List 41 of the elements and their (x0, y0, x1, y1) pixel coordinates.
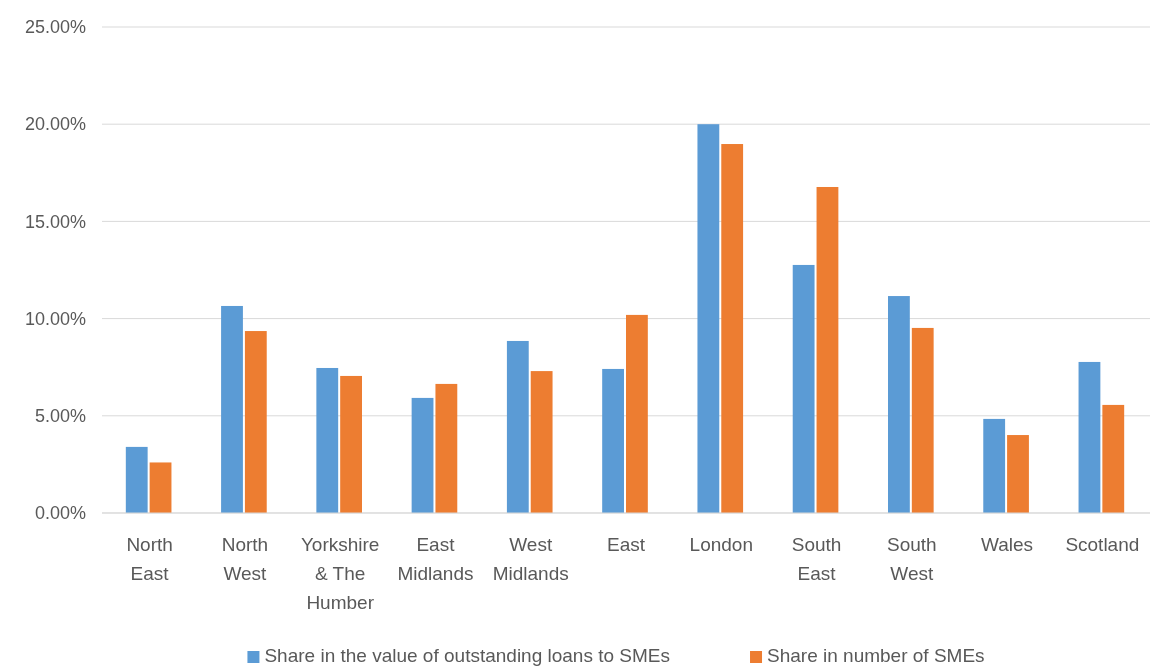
y-tick-label: 20.00% (24, 114, 86, 135)
bar (244, 331, 267, 513)
bar (411, 397, 434, 513)
bar (602, 368, 624, 513)
bar (911, 327, 934, 513)
bar (697, 124, 720, 513)
bar (316, 367, 339, 513)
x-tick-label: North East (126, 534, 173, 584)
x-tick-label: Scotland (1065, 534, 1140, 555)
x-tick-label: South West (886, 534, 937, 584)
bar (792, 264, 815, 513)
x-tick-label: London (689, 534, 753, 555)
bar (221, 305, 243, 513)
y-tick-label: 25.00% (24, 17, 86, 38)
bar (340, 375, 362, 513)
legend-label: Share in number of SMEs (767, 645, 985, 666)
y-tick-label: 5.00% (34, 406, 86, 427)
x-tick-label: Yorkshire & The Humber (300, 534, 380, 613)
y-tick-label: 15.00% (24, 211, 86, 232)
bar (435, 383, 458, 513)
bar (530, 371, 553, 513)
bar (1007, 435, 1029, 513)
bar (983, 418, 1006, 513)
x-tick-label: South East (791, 534, 842, 584)
y-tick-label: 0.00% (34, 503, 86, 524)
bar (626, 314, 648, 513)
x-tick-label: Wales (981, 534, 1034, 555)
x-tick-label: East (606, 534, 646, 555)
bar (816, 186, 839, 513)
x-tick-label: North West (221, 534, 269, 584)
bar (506, 340, 529, 513)
bar (149, 462, 172, 513)
bar (125, 446, 148, 513)
x-tick-label: East Midlands (397, 534, 474, 584)
bar (1102, 404, 1125, 513)
x-tick-label: West Midlands (492, 534, 569, 584)
bar (888, 296, 910, 513)
bar (1078, 361, 1101, 513)
bar (721, 144, 744, 513)
legend-label: Share in the value of outstanding loans to SMEs (264, 645, 671, 666)
y-tick-label: 10.00% (24, 308, 86, 329)
